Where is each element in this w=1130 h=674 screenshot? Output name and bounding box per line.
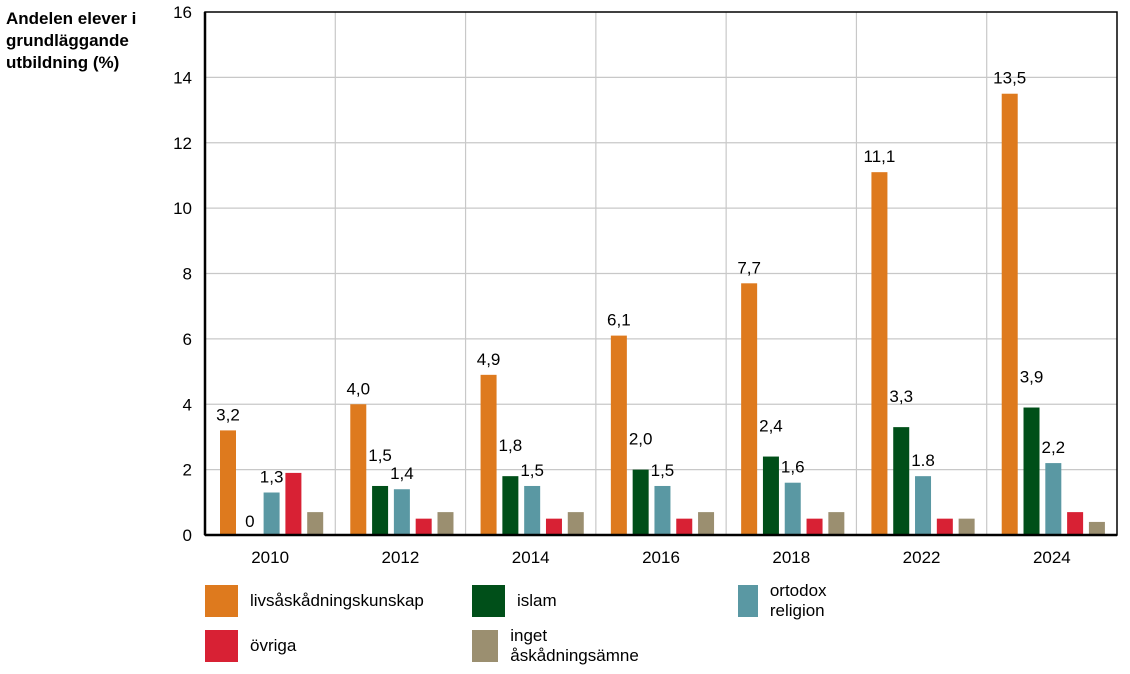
y-tick-label: 0 bbox=[183, 526, 192, 545]
data-label: 1,6 bbox=[781, 458, 805, 477]
bar-inget-åskådningsämne bbox=[567, 512, 584, 535]
legend-label: övriga bbox=[250, 636, 297, 655]
bar-ortodox-religion bbox=[263, 492, 280, 535]
bar-ortodox-religion bbox=[784, 482, 801, 535]
data-label: 1,3 bbox=[260, 468, 284, 487]
bar-övriga bbox=[1067, 512, 1084, 535]
y-tick-label: 6 bbox=[183, 330, 192, 349]
legend-item: livsåskådningskunskap bbox=[205, 585, 424, 617]
bar-övriga bbox=[545, 518, 562, 535]
legend-swatch bbox=[205, 585, 238, 617]
y-tick-label: 10 bbox=[173, 199, 192, 218]
bar-livsåskådningskunskap bbox=[220, 430, 236, 535]
bar-övriga bbox=[936, 518, 953, 535]
x-tick-label: 2018 bbox=[772, 548, 810, 567]
data-label: 2,4 bbox=[759, 417, 783, 436]
bar-övriga bbox=[415, 518, 432, 535]
bar-övriga bbox=[676, 518, 693, 535]
legend-label: inget åskådningsämne bbox=[510, 626, 639, 665]
bar-övriga bbox=[285, 472, 302, 535]
bar-inget-åskådningsämne bbox=[1088, 521, 1105, 535]
x-tick-label: 2024 bbox=[1033, 548, 1071, 567]
data-label: 1,4 bbox=[390, 464, 414, 483]
y-tick-label: 8 bbox=[183, 265, 192, 284]
bar-ortodox-religion bbox=[915, 476, 932, 535]
data-label: 1.8 bbox=[911, 451, 935, 470]
bar-livsåskådningskunskap bbox=[871, 172, 888, 535]
y-tick-label: 16 bbox=[173, 3, 192, 22]
x-tick-label: 2014 bbox=[512, 548, 550, 567]
y-tick-label: 12 bbox=[173, 134, 192, 153]
bar-islam bbox=[1023, 407, 1040, 535]
bar-inget-åskådningsämne bbox=[828, 512, 845, 535]
bar-inget-åskådningsämne bbox=[698, 512, 715, 535]
bar-islam bbox=[893, 427, 910, 535]
data-label: 11,1 bbox=[864, 147, 896, 166]
bar-ortodox-religion bbox=[393, 489, 410, 535]
legend-item: inget åskådningsämne bbox=[472, 626, 646, 665]
data-label: 4,9 bbox=[477, 350, 501, 369]
bar-inget-åskådningsämne bbox=[307, 512, 324, 535]
data-label: 13,5 bbox=[993, 69, 1026, 88]
data-label: 1,5 bbox=[651, 461, 675, 480]
legend-label: livsåskådningskunskap bbox=[250, 591, 424, 610]
legend-item: ortodox religion bbox=[738, 581, 840, 620]
data-label: 2,2 bbox=[1041, 438, 1065, 457]
legend-swatch bbox=[472, 585, 505, 617]
data-label: 1,5 bbox=[520, 461, 544, 480]
x-tick-label: 2022 bbox=[903, 548, 941, 567]
data-label: 3,9 bbox=[1020, 368, 1044, 387]
legend-label: islam bbox=[517, 591, 557, 610]
y-tick-label: 14 bbox=[173, 68, 192, 87]
bar-övriga bbox=[806, 518, 823, 535]
legend-swatch bbox=[472, 630, 499, 662]
y-axis-label: Andelen elever i grundläggande utbildnin… bbox=[6, 9, 137, 72]
legend-label: ortodox religion bbox=[769, 581, 827, 620]
bar-ortodox-religion bbox=[654, 485, 671, 535]
data-label: 1,5 bbox=[368, 446, 392, 465]
data-label: 0 bbox=[245, 512, 254, 531]
bar-ortodox-religion bbox=[1045, 463, 1062, 535]
legend-swatch bbox=[738, 585, 758, 617]
data-label: 2,0 bbox=[629, 430, 653, 449]
y-tick-label: 4 bbox=[183, 395, 192, 414]
bar-inget-åskådningsämne bbox=[958, 518, 975, 535]
bar-livsåskådningskunskap bbox=[1001, 93, 1018, 535]
data-label: 4,0 bbox=[346, 379, 370, 398]
data-label: 1,8 bbox=[499, 436, 523, 455]
bar-islam bbox=[632, 469, 649, 535]
legend-item: islam bbox=[472, 585, 557, 617]
legend-swatch bbox=[205, 630, 238, 662]
data-label: 3,2 bbox=[216, 405, 240, 424]
bar-livsåskådningskunskap bbox=[741, 283, 758, 535]
bar-livsåskådningskunskap bbox=[610, 335, 627, 535]
bar-ortodox-religion bbox=[524, 485, 541, 535]
bar-livsåskådningskunskap bbox=[350, 404, 367, 535]
x-tick-label: 2010 bbox=[251, 548, 289, 567]
y-tick-label: 2 bbox=[183, 461, 192, 480]
data-label: 6,1 bbox=[607, 311, 631, 330]
bar-islam bbox=[762, 456, 779, 535]
x-tick-label: 2012 bbox=[382, 548, 420, 567]
bar-livsåskådningskunskap bbox=[480, 374, 497, 535]
data-label: 3,3 bbox=[889, 387, 913, 406]
data-label: 7,7 bbox=[737, 258, 761, 277]
bar-islam bbox=[372, 485, 389, 535]
bar-inget-åskådningsämne bbox=[437, 512, 454, 535]
legend-item: övriga bbox=[205, 630, 296, 662]
bar-islam bbox=[502, 476, 519, 535]
x-tick-label: 2016 bbox=[642, 548, 680, 567]
